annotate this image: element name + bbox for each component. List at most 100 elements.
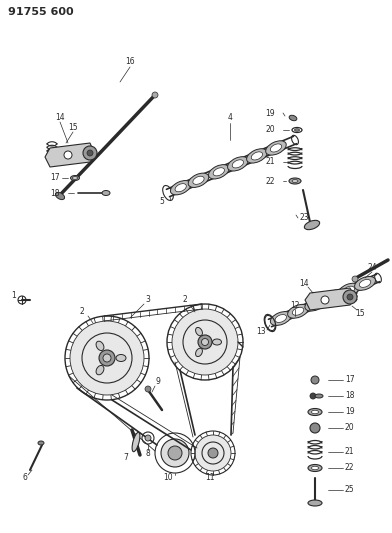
Ellipse shape — [96, 366, 104, 375]
Circle shape — [145, 386, 151, 392]
Circle shape — [352, 276, 358, 282]
Text: 4: 4 — [228, 114, 232, 123]
Circle shape — [172, 309, 238, 375]
Ellipse shape — [322, 290, 343, 304]
Circle shape — [208, 448, 218, 458]
Circle shape — [321, 296, 329, 304]
Ellipse shape — [289, 178, 301, 184]
Text: 20: 20 — [345, 424, 355, 432]
Circle shape — [310, 393, 316, 399]
Circle shape — [161, 439, 189, 467]
Text: 9: 9 — [156, 377, 160, 386]
Ellipse shape — [213, 168, 225, 176]
Ellipse shape — [228, 157, 248, 171]
Ellipse shape — [338, 283, 359, 297]
Text: 19: 19 — [345, 408, 355, 416]
Ellipse shape — [308, 408, 322, 416]
Text: 20: 20 — [265, 125, 275, 134]
Text: 24: 24 — [367, 263, 377, 272]
Text: 21: 21 — [345, 448, 354, 456]
Text: 15: 15 — [68, 124, 78, 133]
Circle shape — [311, 376, 319, 384]
Ellipse shape — [304, 220, 319, 230]
Ellipse shape — [102, 190, 110, 196]
Text: 17: 17 — [345, 376, 355, 384]
Text: 2: 2 — [80, 308, 84, 317]
Text: 3: 3 — [145, 295, 151, 304]
Text: 19: 19 — [265, 109, 275, 117]
Text: 91755 600: 91755 600 — [8, 7, 74, 17]
Text: 14: 14 — [299, 279, 309, 287]
Ellipse shape — [193, 176, 204, 184]
Ellipse shape — [73, 176, 78, 180]
Text: 15: 15 — [355, 309, 365, 318]
Text: 22: 22 — [265, 176, 275, 185]
Polygon shape — [305, 288, 355, 310]
Ellipse shape — [312, 466, 318, 470]
Ellipse shape — [310, 300, 321, 308]
Circle shape — [198, 335, 212, 349]
Ellipse shape — [359, 279, 371, 287]
Ellipse shape — [171, 181, 191, 195]
Ellipse shape — [175, 184, 186, 192]
Polygon shape — [45, 143, 95, 167]
Ellipse shape — [196, 327, 202, 336]
Text: 2: 2 — [183, 295, 187, 304]
Ellipse shape — [294, 129, 299, 131]
Text: 21: 21 — [265, 157, 275, 166]
Text: 10: 10 — [163, 473, 173, 482]
Circle shape — [168, 446, 182, 460]
Ellipse shape — [288, 304, 309, 318]
Ellipse shape — [270, 144, 281, 152]
Ellipse shape — [289, 115, 297, 120]
Text: 6: 6 — [23, 473, 27, 482]
Ellipse shape — [38, 441, 44, 445]
Circle shape — [83, 146, 97, 160]
Text: 8: 8 — [145, 448, 151, 457]
Text: 16: 16 — [125, 58, 135, 67]
Ellipse shape — [275, 314, 287, 322]
Text: 18: 18 — [50, 189, 60, 198]
Circle shape — [201, 338, 209, 345]
Circle shape — [87, 150, 93, 156]
Circle shape — [152, 92, 158, 98]
Ellipse shape — [266, 141, 286, 155]
Text: 11: 11 — [205, 473, 215, 482]
Ellipse shape — [247, 149, 267, 163]
Ellipse shape — [196, 348, 202, 357]
Text: 1: 1 — [12, 290, 16, 300]
Ellipse shape — [96, 341, 104, 351]
Text: 18: 18 — [345, 392, 354, 400]
Ellipse shape — [343, 286, 354, 294]
Ellipse shape — [327, 293, 338, 301]
Text: 7: 7 — [123, 454, 129, 463]
Circle shape — [195, 435, 231, 471]
Ellipse shape — [315, 394, 323, 398]
Ellipse shape — [292, 180, 298, 182]
Ellipse shape — [209, 165, 229, 179]
Circle shape — [64, 151, 72, 159]
Ellipse shape — [212, 339, 221, 345]
Ellipse shape — [188, 173, 209, 188]
Text: 14: 14 — [55, 114, 65, 123]
Ellipse shape — [55, 192, 65, 199]
Text: 25: 25 — [345, 486, 355, 495]
Text: 13: 13 — [256, 327, 266, 336]
Circle shape — [310, 423, 320, 433]
Circle shape — [103, 354, 111, 362]
Ellipse shape — [116, 354, 126, 361]
Ellipse shape — [251, 152, 263, 160]
Ellipse shape — [308, 500, 322, 506]
Ellipse shape — [71, 175, 80, 181]
Circle shape — [99, 350, 115, 366]
Text: 17: 17 — [50, 174, 60, 182]
Circle shape — [347, 294, 353, 300]
Circle shape — [70, 321, 144, 395]
Ellipse shape — [132, 432, 140, 451]
Circle shape — [343, 290, 357, 304]
Ellipse shape — [270, 312, 291, 326]
Ellipse shape — [308, 464, 322, 472]
Circle shape — [145, 435, 151, 441]
Ellipse shape — [312, 410, 318, 414]
Ellipse shape — [292, 308, 304, 315]
